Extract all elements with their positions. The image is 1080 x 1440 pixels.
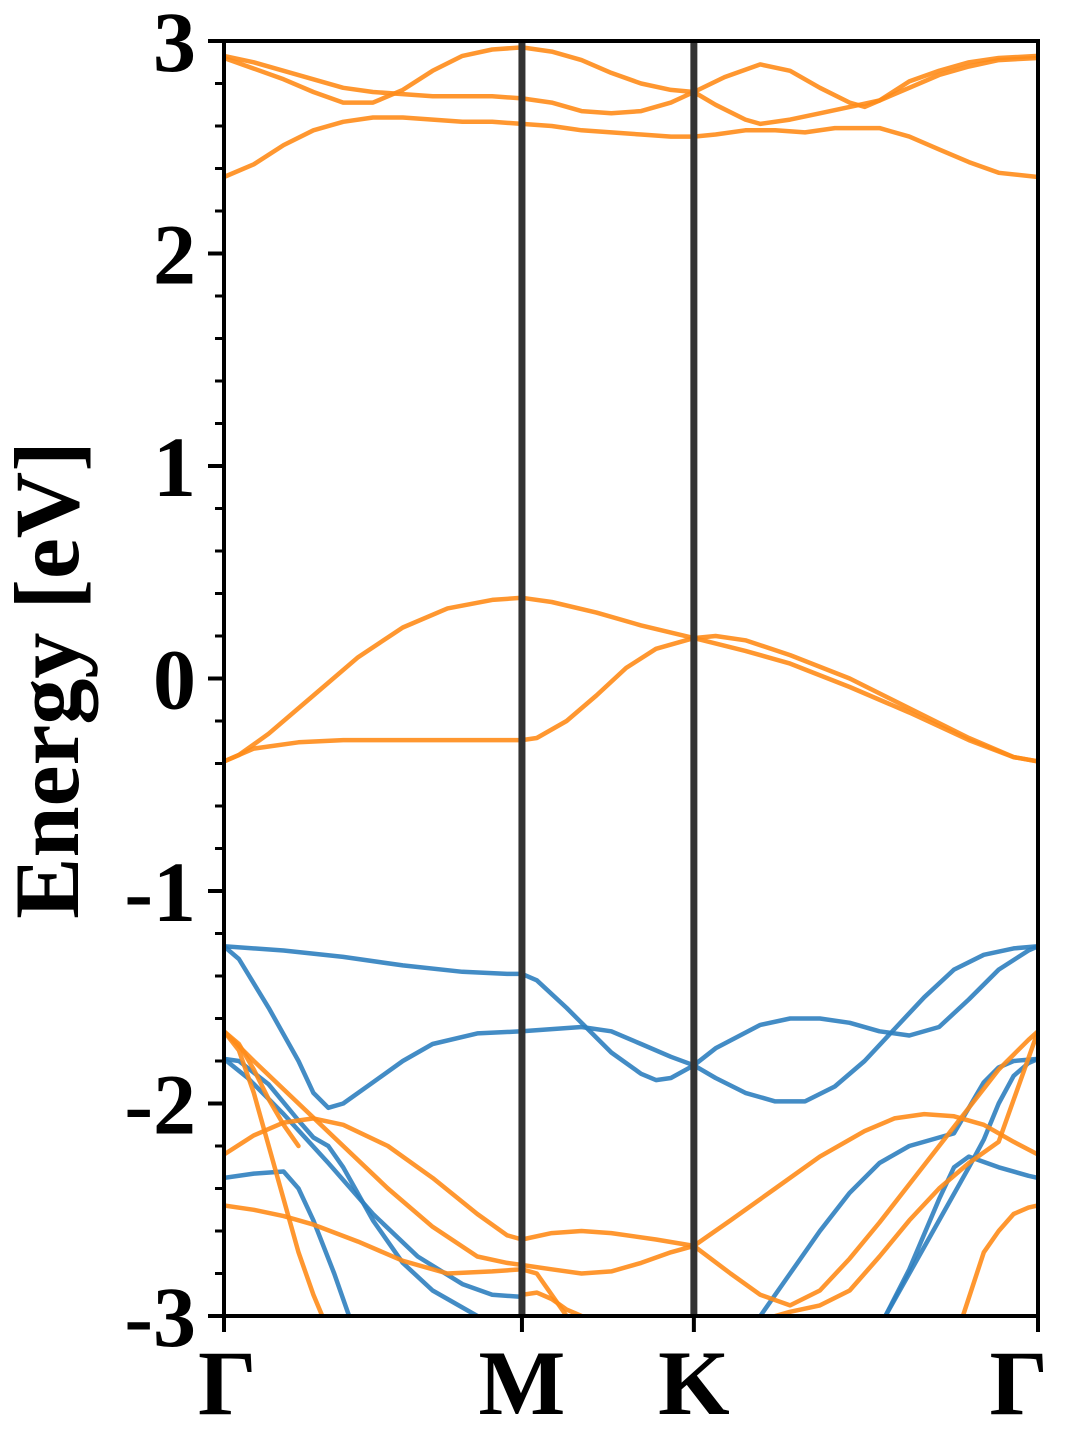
band-line-orange-16 xyxy=(224,1029,697,1276)
y-tick-label-1: 3 xyxy=(153,0,196,90)
bands-layer xyxy=(224,45,1038,1316)
band-line-blue-7 xyxy=(224,944,1038,1111)
band-line-orange-23 xyxy=(519,1290,584,1316)
band-line-blue-6 xyxy=(224,944,1038,1083)
band-line-orange-15 xyxy=(691,1111,1038,1249)
y-tick-label-4: 0 xyxy=(153,632,196,728)
band-line-orange-19 xyxy=(224,1203,569,1316)
y-tick-label-5: -1 xyxy=(124,844,196,940)
band-line-orange-14 xyxy=(224,1116,697,1249)
band-line-orange-17 xyxy=(691,1029,1038,1308)
y-tick-label-7: -3 xyxy=(124,1269,196,1365)
band-line-orange-3 xyxy=(224,115,1038,180)
y-axis-label: Energy [eV] xyxy=(0,441,98,919)
band-line-orange-20 xyxy=(224,1029,301,1149)
x-tick-label-1: Γ xyxy=(198,1332,257,1434)
k-lines-layer xyxy=(518,41,698,1316)
band-line-blue-10 xyxy=(224,1169,352,1316)
y-tick-label-2: 2 xyxy=(153,207,196,303)
band-line-orange-21 xyxy=(772,1029,1038,1316)
band-line-orange-22 xyxy=(960,1203,1038,1316)
band-line-blue-13 xyxy=(883,1154,1038,1316)
band-line-orange-4 xyxy=(224,595,1038,764)
y-tick-label-6: -2 xyxy=(124,1057,196,1153)
x-tick-label-2: M xyxy=(479,1332,566,1434)
x-tick-label-3: K xyxy=(658,1332,730,1434)
band-line-orange-18 xyxy=(224,1029,325,1316)
band-line-blue-8 xyxy=(224,1056,480,1316)
y-tick-label-3: 1 xyxy=(153,419,196,515)
x-tick-label-4: Γ xyxy=(989,1332,1048,1434)
band-line-orange-5 xyxy=(224,633,1038,764)
band-line-orange-2 xyxy=(224,53,1038,127)
band-line-blue-9 xyxy=(224,1056,525,1300)
